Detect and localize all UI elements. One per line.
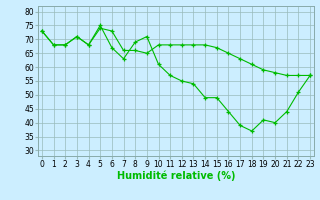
X-axis label: Humidité relative (%): Humidité relative (%) — [117, 171, 235, 181]
